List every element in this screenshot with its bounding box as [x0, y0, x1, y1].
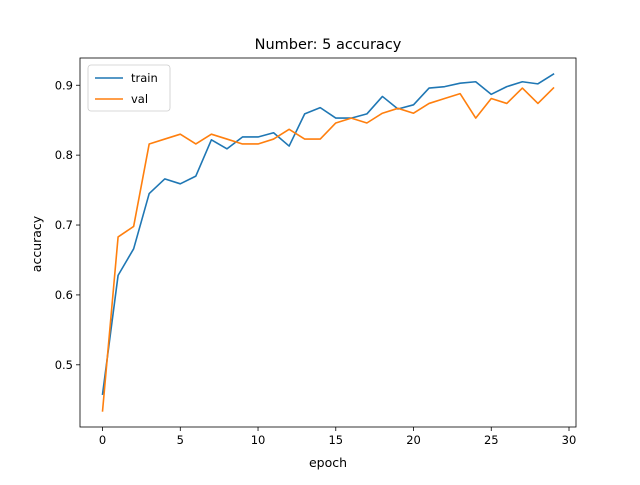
y-tick-label: 0.8 [55, 148, 73, 162]
chart-title: Number: 5 accuracy [255, 37, 402, 53]
y-tick-label: 0.6 [55, 288, 73, 302]
x-tick-label: 10 [251, 433, 266, 447]
legend: train val [87, 64, 171, 112]
y-tick-label: 0.5 [55, 358, 73, 372]
x-tick-label: 30 [562, 433, 577, 447]
y-tick-label: 0.7 [55, 218, 73, 232]
legend-label-val: val [131, 92, 148, 106]
x-tick-label: 20 [406, 433, 421, 447]
legend-label-train: train [131, 71, 158, 85]
series-line-train [101, 72, 555, 396]
x-tick-label: 15 [328, 433, 343, 447]
series-line-val [101, 86, 555, 412]
x-axis-label: epoch [309, 455, 347, 470]
y-axis-label: accuracy [29, 215, 44, 272]
axes: 0 5 10 15 20 25 30 0.5 0.6 0.7 0.8 0.9 [55, 57, 577, 447]
y-tick-label: 0.9 [55, 78, 73, 92]
axes-frame [79, 57, 577, 428]
plot-area [101, 72, 555, 412]
x-tick-label: 5 [177, 433, 184, 447]
x-tick-label: 0 [99, 433, 106, 447]
x-tick-label: 25 [484, 433, 499, 447]
